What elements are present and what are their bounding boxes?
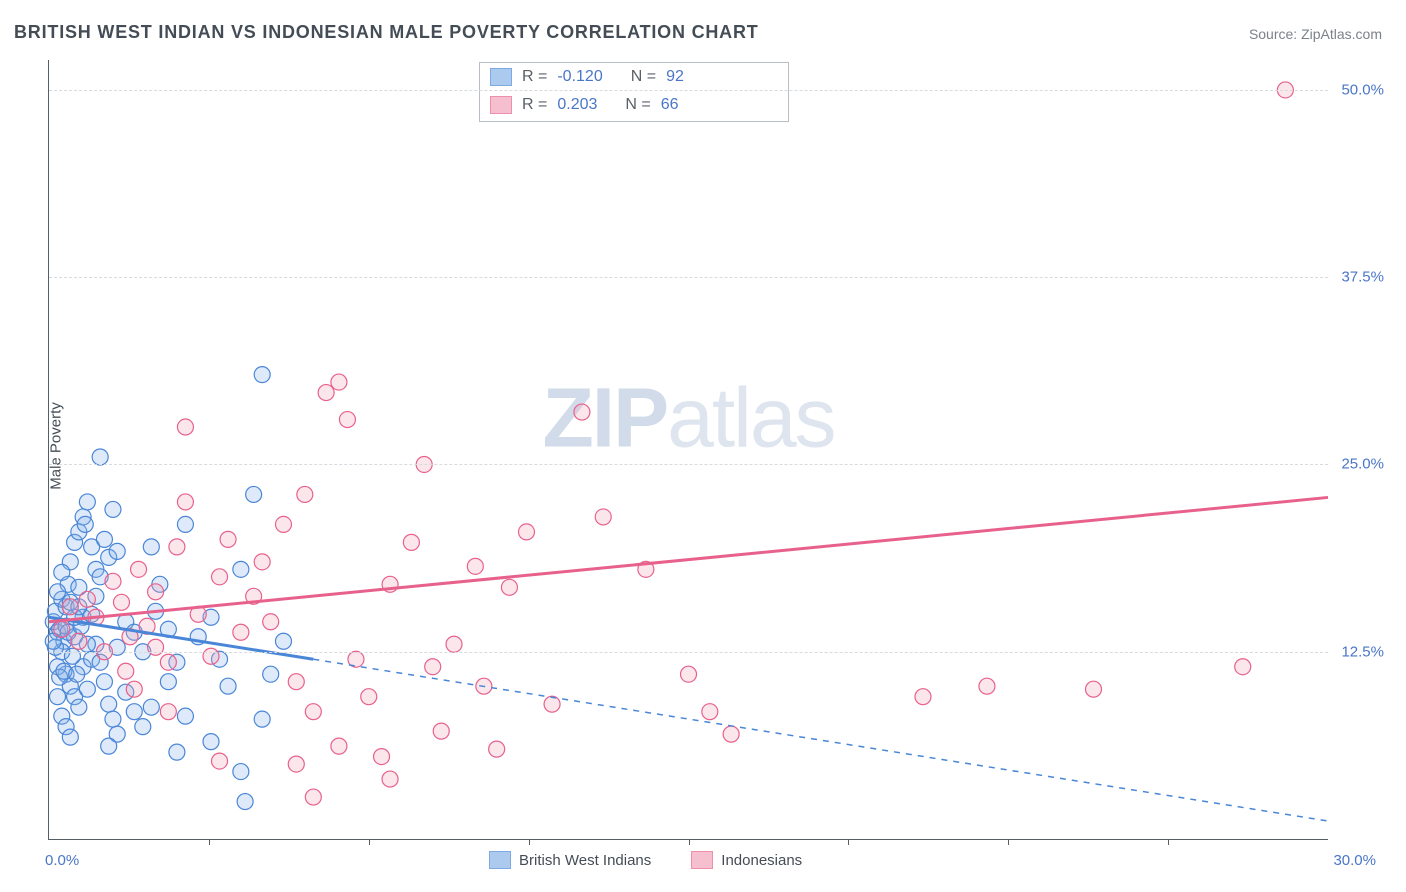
swatch-bwi: [490, 68, 512, 86]
chart-title: BRITISH WEST INDIAN VS INDONESIAN MALE P…: [14, 22, 759, 43]
scatter-svg: [49, 60, 1328, 839]
legend-row-bwi: R = -0.120 N = 92: [480, 63, 788, 91]
swatch-bwi-bottom: [489, 851, 511, 869]
legend-item-indo: Indonesians: [691, 851, 802, 869]
x-tick-label-max: 30.0%: [1333, 852, 1376, 869]
source-attribution: Source: ZipAtlas.com: [1249, 26, 1382, 42]
swatch-indo: [490, 96, 512, 114]
legend-item-bwi: British West Indians: [489, 851, 651, 869]
swatch-indo-bottom: [691, 851, 713, 869]
series-legend: British West Indians Indonesians: [489, 851, 802, 869]
y-tick-label: 12.5%: [1341, 643, 1384, 660]
y-tick-label: 50.0%: [1341, 81, 1384, 98]
chart-container: BRITISH WEST INDIAN VS INDONESIAN MALE P…: [0, 0, 1406, 892]
y-tick-label: 25.0%: [1341, 456, 1384, 473]
legend-row-indo: R = 0.203 N = 66: [480, 91, 788, 119]
plot-area: ZIPatlas R = -0.120 N = 92 R = 0.203 N =…: [48, 60, 1328, 840]
y-tick-label: 37.5%: [1341, 269, 1384, 286]
x-tick-label-min: 0.0%: [45, 852, 79, 869]
correlation-legend: R = -0.120 N = 92 R = 0.203 N = 66: [479, 62, 789, 122]
